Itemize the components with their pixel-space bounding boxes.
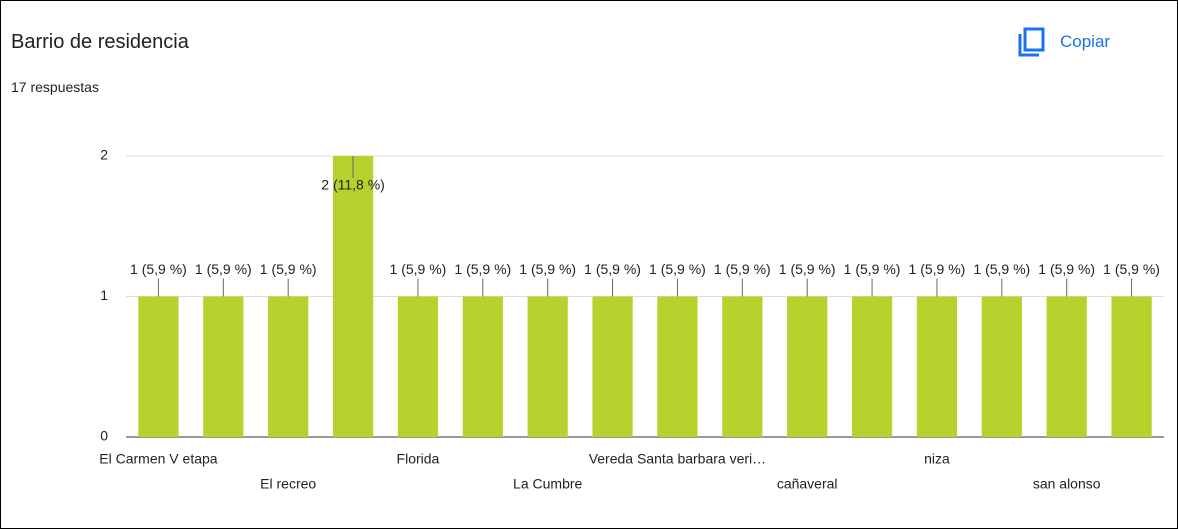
bar xyxy=(462,296,503,437)
bar xyxy=(916,296,958,437)
value-label: 1 (5,9 %) xyxy=(779,261,836,277)
bar xyxy=(981,296,1022,437)
x-tick-label: El recreo xyxy=(260,476,316,492)
value-label: 1 (5,9 %) xyxy=(584,261,641,277)
value-label: 1 (5,9 %) xyxy=(454,261,511,277)
bar xyxy=(1111,296,1152,437)
y-tick-label: 2 xyxy=(100,147,108,163)
bar xyxy=(203,296,244,437)
value-label: 1 (5,9 %) xyxy=(519,261,576,277)
bar xyxy=(1046,296,1087,437)
bar xyxy=(657,296,698,437)
x-tick-label: san alonso xyxy=(1033,476,1101,492)
value-label: 1 (5,9 %) xyxy=(973,261,1030,277)
y-tick-label: 0 xyxy=(100,428,108,444)
value-label: 1 (5,9 %) xyxy=(1038,261,1095,277)
bar xyxy=(851,296,893,437)
value-label: 1 (5,9 %) xyxy=(195,261,252,277)
bar xyxy=(268,296,309,437)
title: Barrio de residencia xyxy=(11,31,189,53)
x-tick-label: El Carmen V etapa xyxy=(99,451,217,467)
x-tick-label: La Cumbre xyxy=(513,476,582,492)
bar xyxy=(787,296,828,437)
x-tick-label: cañaveral xyxy=(777,476,838,492)
x-tick-label: Vereda Santa barbara veri… xyxy=(589,451,766,467)
x-tick-label: niza xyxy=(924,451,950,467)
value-label: 1 (5,9 %) xyxy=(130,261,187,277)
copy-icon xyxy=(1018,27,1045,57)
copy-label: Copiar xyxy=(1060,32,1111,51)
value-label: 1 (5,9 %) xyxy=(260,261,317,277)
bar xyxy=(592,296,633,437)
subtitle: 17 respuestas xyxy=(11,79,99,95)
bar xyxy=(722,296,763,437)
bar xyxy=(527,296,568,437)
copy-button[interactable]: Copiar xyxy=(1016,27,1110,57)
value-label: 1 (5,9 %) xyxy=(390,261,447,277)
bar xyxy=(332,156,374,437)
bar xyxy=(397,296,439,437)
value-label: 1 (5,9 %) xyxy=(844,261,901,277)
value-label: 1 (5,9 %) xyxy=(909,261,966,277)
value-label: 2 (11,8 %) xyxy=(321,177,385,193)
value-label: 1 (5,9 %) xyxy=(649,261,706,277)
value-label: 1 (5,9 %) xyxy=(1103,261,1160,277)
bar xyxy=(138,296,179,437)
y-tick-label: 1 xyxy=(100,287,108,303)
value-label: 1 (5,9 %) xyxy=(714,261,771,277)
x-tick-label: Florida xyxy=(397,451,440,467)
